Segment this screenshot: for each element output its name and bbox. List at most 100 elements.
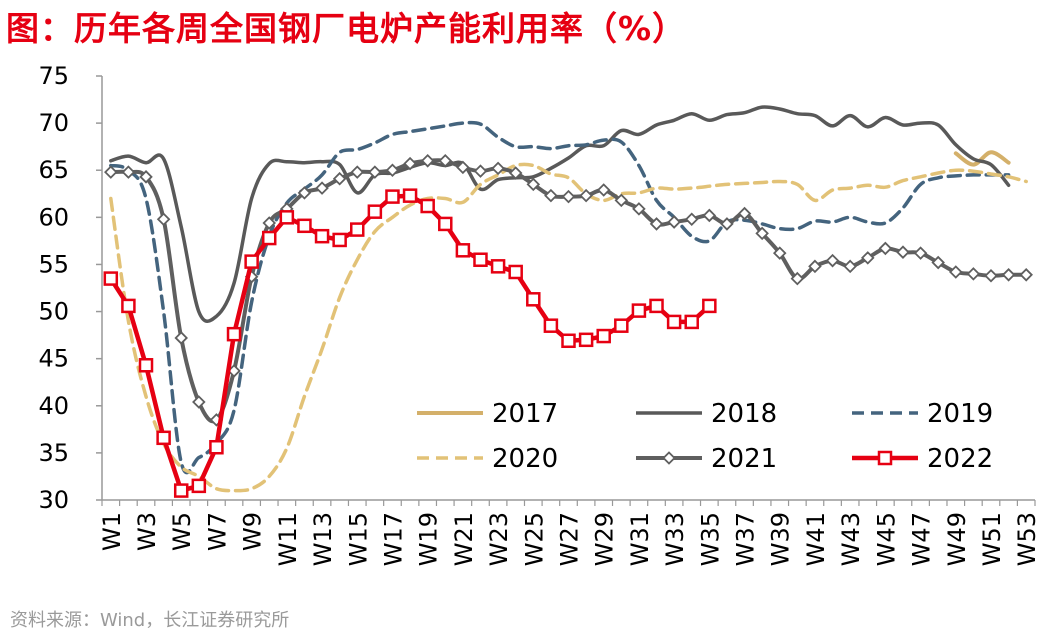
x-tick-label: W47 <box>908 512 936 566</box>
data-point-2021 <box>1001 268 1016 282</box>
x-tick-label: W7 <box>203 512 231 551</box>
legend-item-2017: 2017 <box>417 399 558 429</box>
data-point-2021 <box>315 181 329 195</box>
series-2021 <box>104 154 1033 427</box>
data-point-2021 <box>913 246 928 260</box>
data-point-2021 <box>561 189 576 204</box>
data-point-2022 <box>596 328 611 344</box>
data-point-2022 <box>420 198 435 214</box>
legend-marker-2021 <box>662 451 676 465</box>
data-point-2022 <box>473 252 488 267</box>
data-point-2021 <box>174 331 188 345</box>
data-point-2021 <box>878 241 893 256</box>
data-point-2021 <box>350 165 365 179</box>
data-point-2021 <box>649 217 664 231</box>
data-point-2021 <box>684 212 699 226</box>
legend-item-2022: 2022 <box>852 444 993 474</box>
data-point-2022 <box>649 298 664 314</box>
data-point-2022 <box>631 303 647 318</box>
data-point-2022 <box>455 243 471 258</box>
series-layer <box>103 105 1033 498</box>
series-2020 <box>109 162 1028 493</box>
legend-item-2021: 2021 <box>636 444 777 474</box>
series-line-2020 <box>109 162 1028 493</box>
data-point-2022 <box>578 332 594 348</box>
data-point-2021 <box>262 216 277 230</box>
data-point-2022 <box>526 292 541 307</box>
data-point-2021 <box>368 165 382 179</box>
series-2022 <box>103 188 717 498</box>
legend-marker-2022 <box>877 450 893 466</box>
data-point-2021 <box>667 215 681 229</box>
x-tick-label: W9 <box>239 512 267 551</box>
x-tick-label: W19 <box>415 512 443 566</box>
x-tick-label: W11 <box>274 512 302 566</box>
x-tick-label: W51 <box>978 512 1006 566</box>
source-note: 资料来源：Wind，长江证券研究所 <box>10 610 290 631</box>
x-tick-label: W39 <box>767 512 795 566</box>
data-point-2021 <box>702 208 717 223</box>
x-tick-label: W15 <box>344 512 372 566</box>
data-point-2022 <box>173 483 189 498</box>
data-point-2021 <box>297 186 312 200</box>
data-point-2021 <box>755 226 769 241</box>
data-point-2021 <box>139 170 153 184</box>
data-point-2022 <box>279 210 295 225</box>
data-point-2022 <box>350 222 365 237</box>
legend-label-2020: 2020 <box>492 444 558 474</box>
x-tick-label: W27 <box>556 512 584 566</box>
data-point-2021 <box>931 255 945 270</box>
y-tick-label: 55 <box>38 250 69 278</box>
data-point-2022 <box>156 430 171 446</box>
data-point-2021 <box>632 202 646 216</box>
x-tick-label: W13 <box>309 512 337 566</box>
y-tick-label: 75 <box>38 62 69 90</box>
x-tick-label: W5 <box>168 512 196 551</box>
data-point-2022 <box>438 216 453 232</box>
data-point-2021 <box>579 188 593 203</box>
x-tick-label: W49 <box>943 512 971 566</box>
data-point-2021 <box>403 156 417 171</box>
data-point-2022 <box>261 230 277 246</box>
data-point-2022 <box>332 232 347 248</box>
data-point-2022 <box>508 264 523 280</box>
data-point-2021 <box>491 161 505 176</box>
data-point-2021 <box>772 246 787 260</box>
data-point-2022 <box>684 314 699 330</box>
data-point-2021 <box>1019 268 1033 282</box>
data-point-2022 <box>367 204 383 219</box>
data-point-2022 <box>702 298 717 314</box>
data-point-2022 <box>490 259 506 274</box>
data-point-2022 <box>614 318 629 333</box>
data-point-2021 <box>385 163 400 177</box>
data-point-2021 <box>720 217 734 231</box>
chart-title: 图：历年各周全国钢厂电炉产能利用率（%） <box>6 9 687 48</box>
x-tick-label: W45 <box>872 512 900 566</box>
legend-item-2018: 2018 <box>636 399 777 429</box>
data-point-2022 <box>402 188 418 203</box>
y-tick-label: 65 <box>38 156 69 184</box>
y-tick-label: 60 <box>38 203 69 231</box>
data-point-2021 <box>984 268 998 283</box>
data-point-2021 <box>508 166 523 180</box>
legend-label-2019: 2019 <box>927 399 993 429</box>
data-point-2021 <box>966 267 981 281</box>
x-tick-label: W25 <box>520 512 548 566</box>
x-tick-label: W43 <box>837 512 865 566</box>
series-2017 <box>953 150 1011 167</box>
legend-label-2017: 2017 <box>492 399 558 429</box>
data-point-2021 <box>737 206 752 221</box>
data-point-2022 <box>543 318 559 333</box>
series-line-2022 <box>108 193 712 493</box>
legend-item-2019: 2019 <box>852 399 993 429</box>
data-point-2022 <box>209 439 224 455</box>
data-point-2022 <box>103 271 119 286</box>
data-point-2021 <box>420 154 435 168</box>
data-point-2021 <box>825 253 840 268</box>
data-point-2021 <box>614 193 629 208</box>
x-tick-label: W53 <box>1013 512 1041 566</box>
legend: 2017 2018 2019 2020 2021 2022 <box>417 399 993 474</box>
data-point-2022 <box>191 478 207 494</box>
x-tick-label: W37 <box>732 512 760 566</box>
